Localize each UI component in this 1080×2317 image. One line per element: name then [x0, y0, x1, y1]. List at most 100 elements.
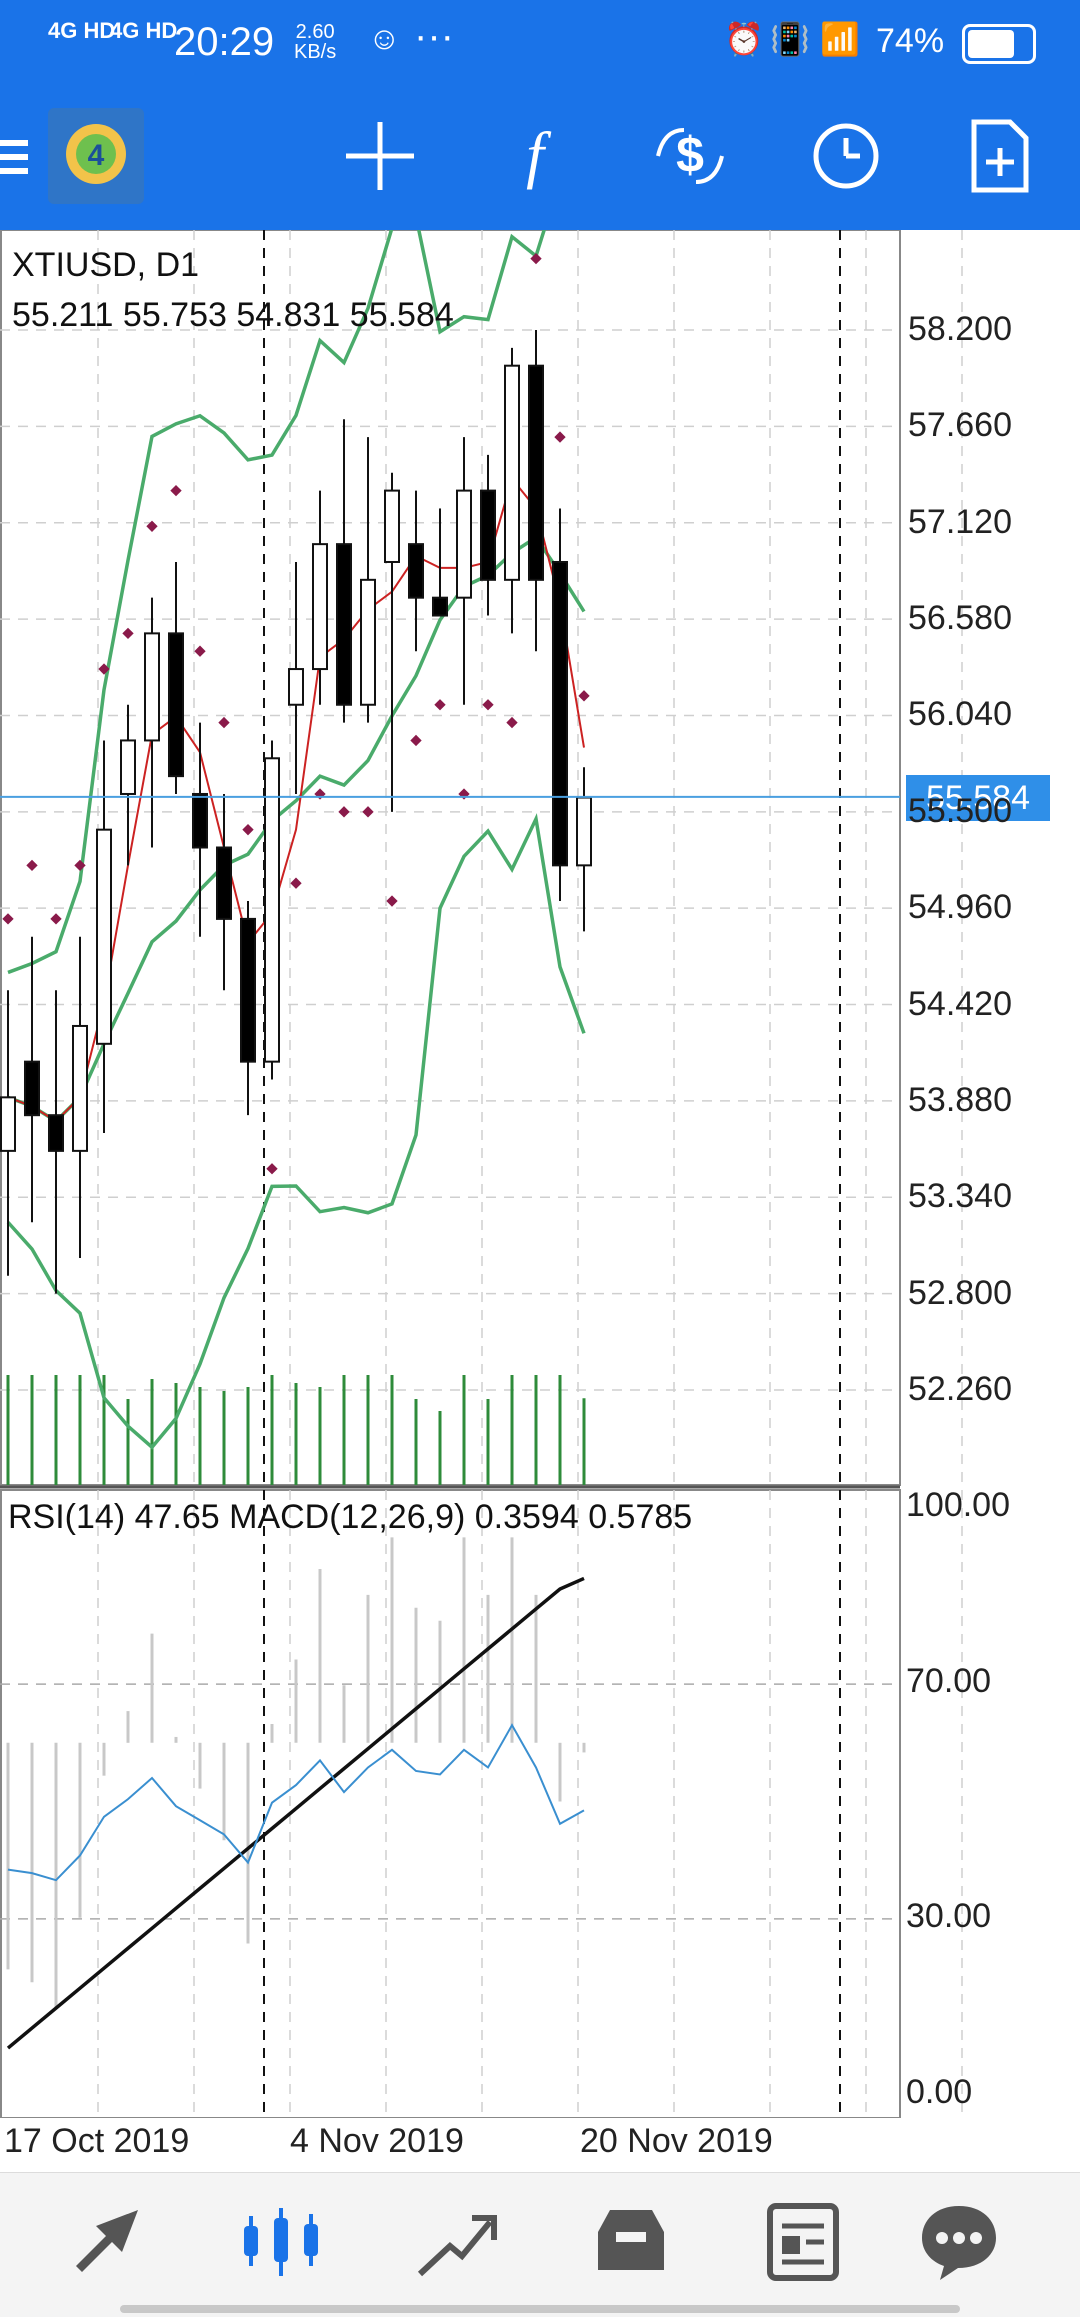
bottom-navigation: [0, 2172, 1080, 2317]
candle-body: [528, 364, 544, 581]
sar-dot: [50, 913, 62, 925]
ohlc-label: 55.211 55.753 54.831 55.584: [12, 296, 454, 334]
indicator-tick-label: 100.00: [906, 1486, 1010, 1524]
candle-body: [384, 489, 400, 563]
app-logo[interactable]: 4: [48, 108, 144, 204]
svg-text:$: $: [676, 127, 704, 183]
sar-dot: [218, 716, 230, 729]
svg-text:4: 4: [88, 139, 105, 172]
price-tick-label: 57.120: [908, 502, 1012, 541]
alarm-icon: ⏰: [724, 21, 764, 57]
clock-time: 20:29: [174, 20, 275, 64]
candle-body: [336, 543, 352, 706]
wifi-icon: 📶: [820, 21, 860, 57]
candle-body: [72, 1024, 88, 1152]
time-tick-label: 17 Oct 2019: [4, 2122, 190, 2160]
price-chart[interactable]: [0, 230, 1080, 2118]
candle-body: [216, 846, 232, 920]
signal-1: 4G HD: [48, 18, 116, 43]
price-tick-label: 52.260: [908, 1370, 1012, 1408]
sar-dot: [386, 895, 398, 907]
crosshair-icon[interactable]: [340, 116, 420, 196]
indicator-tick-label: 70.00: [906, 1662, 992, 1701]
more-dots: ···: [414, 14, 454, 58]
current-price-chip: 55.584: [906, 775, 1050, 821]
sar-dot: [290, 877, 302, 889]
indicator-tick-label: 30.00: [906, 1896, 992, 1935]
signal-2: 4G HD: [110, 18, 178, 43]
chat-icon[interactable]: [914, 2196, 1004, 2286]
candle-body: [48, 1114, 64, 1152]
candle-body: [144, 632, 160, 742]
status-bar: 4G HD 4G HD 20:29 2.60 KB/s ☺ ··· ⏰ 📳 📶 …: [0, 0, 1080, 84]
candle-body: [552, 560, 568, 867]
sar-dot: [362, 806, 374, 818]
candle-body: [456, 489, 472, 599]
candle-body: [192, 792, 208, 849]
sar-dot: [410, 734, 422, 747]
sar-dot: [2, 913, 14, 925]
battery-icon: [962, 24, 1036, 64]
sar-dot: [26, 859, 38, 872]
candle-body: [408, 543, 424, 599]
sar-dot: [242, 824, 254, 836]
sar-dot: [170, 484, 182, 497]
sar-dot: [482, 699, 494, 711]
candle-body: [432, 596, 448, 617]
trade-icon[interactable]: $: [650, 116, 730, 196]
network-speed: 2.60 KB/s: [294, 21, 337, 63]
candle-body: [264, 757, 280, 1063]
price-tick-label: 54.960: [908, 888, 1012, 927]
candle-body: [480, 489, 496, 581]
new-document-icon[interactable]: [960, 116, 1040, 196]
candle-body: [96, 828, 112, 1045]
candle-body: [168, 632, 184, 778]
price-tick-label: 58.200: [908, 310, 1012, 348]
bollinger-lower: [6, 813, 586, 1450]
candle-body: [288, 668, 304, 706]
sar-dot: [458, 788, 470, 800]
time-tick-label: 20 Nov 2019: [580, 2122, 773, 2160]
candle-body: [576, 796, 592, 867]
clock-icon[interactable]: [806, 116, 886, 196]
time-tick-label: 4 Nov 2019: [290, 2122, 464, 2160]
price-tick-label: 56.580: [908, 599, 1012, 638]
candle-body: [120, 739, 136, 795]
sar-dot: [146, 520, 158, 532]
sar-dot: [434, 699, 446, 711]
menu-icon[interactable]: [0, 132, 28, 182]
chart-icon[interactable]: [236, 2196, 326, 2286]
price-tick-label: 57.660: [908, 406, 1012, 445]
main-panel-frame: [0, 230, 901, 1486]
price-tick-label: 54.420: [908, 984, 1012, 1023]
weibo-icon: ☺: [368, 20, 401, 56]
vibrate-icon: 📳: [770, 21, 810, 57]
battery-percent: 74%: [876, 22, 945, 60]
trade-nav-icon[interactable]: [410, 2196, 500, 2286]
indicator-panel-frame: [0, 1489, 901, 2118]
sar-dot: [194, 645, 206, 657]
sar-dot: [506, 716, 518, 729]
candle-body: [240, 917, 256, 1063]
candle-body: [360, 578, 376, 706]
macd-signal-line: [6, 1576, 585, 2050]
quotes-icon[interactable]: [66, 2196, 156, 2286]
bollinger-upper: [7, 230, 546, 975]
candle-body: [0, 1096, 16, 1152]
price-tick-label: 53.880: [908, 1080, 1012, 1119]
sar-dot: [266, 1163, 278, 1175]
function-icon[interactable]: f: [495, 116, 575, 196]
sar-dot: [578, 690, 590, 702]
symbol-label: XTIUSD, D1: [12, 246, 200, 284]
history-icon[interactable]: [586, 2196, 676, 2286]
candle-body: [24, 1060, 40, 1117]
rsi-line: [7, 1723, 585, 1882]
indicator-tick-label: 0.00: [906, 2073, 973, 2111]
top-toolbar: [0, 84, 1080, 230]
candle-body: [312, 543, 328, 671]
sar-dot: [338, 806, 350, 818]
news-icon[interactable]: [756, 2196, 846, 2286]
indicator-label: RSI(14) 47.65 MACD(12,26,9) 0.3594 0.578…: [8, 1498, 693, 1536]
candle-body: [504, 364, 520, 581]
svg-text:f: f: [526, 119, 552, 190]
